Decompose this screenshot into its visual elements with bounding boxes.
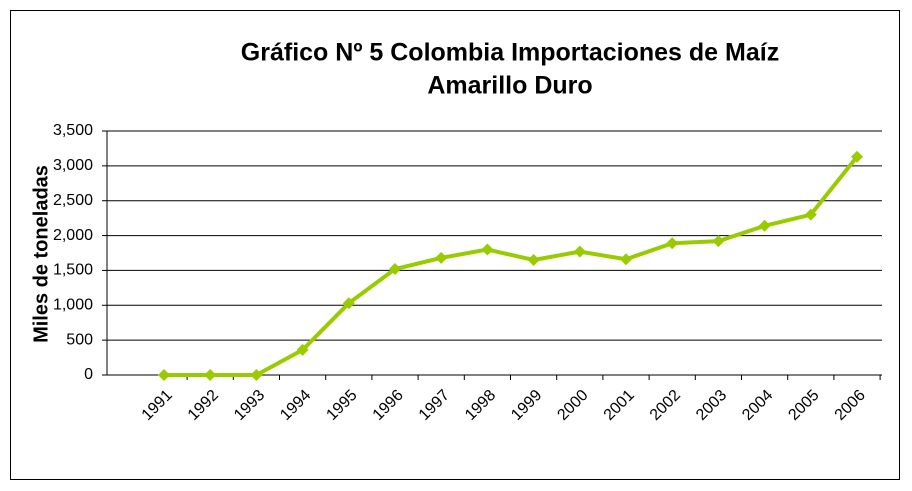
- y-tick-label: 2,000: [53, 227, 93, 244]
- chart-title: Amarillo Duro: [427, 72, 592, 100]
- marker: [204, 369, 217, 381]
- marker: [804, 208, 817, 221]
- y-tick-label: 1,000: [53, 297, 93, 314]
- chart-border: [10, 10, 900, 480]
- y-tick-label: 500: [66, 331, 93, 348]
- marker: [158, 369, 170, 381]
- marker: [342, 297, 355, 310]
- marker: [851, 150, 863, 163]
- marker: [435, 251, 448, 264]
- y-tick-label: 0: [84, 366, 93, 383]
- marker: [666, 237, 679, 250]
- marker: [389, 263, 401, 276]
- chart-title: Gráfico Nº 5 Colombia Importaciones de M…: [241, 39, 779, 67]
- y-axis-label: Miles de toneladas: [30, 165, 52, 343]
- marker: [296, 343, 309, 356]
- line: [164, 155, 859, 377]
- y-tick-label: 2,500: [53, 192, 93, 209]
- marker: [250, 369, 263, 381]
- marker: [527, 253, 540, 266]
- marker: [712, 235, 725, 248]
- y-tick-label: 3,500: [53, 122, 93, 139]
- marker: [573, 245, 586, 258]
- marker: [758, 219, 771, 232]
- marker: [620, 253, 632, 266]
- y-tick-label: 3,000: [53, 157, 93, 174]
- marker: [481, 243, 494, 256]
- y-tick-label: 1,500: [53, 262, 93, 279]
